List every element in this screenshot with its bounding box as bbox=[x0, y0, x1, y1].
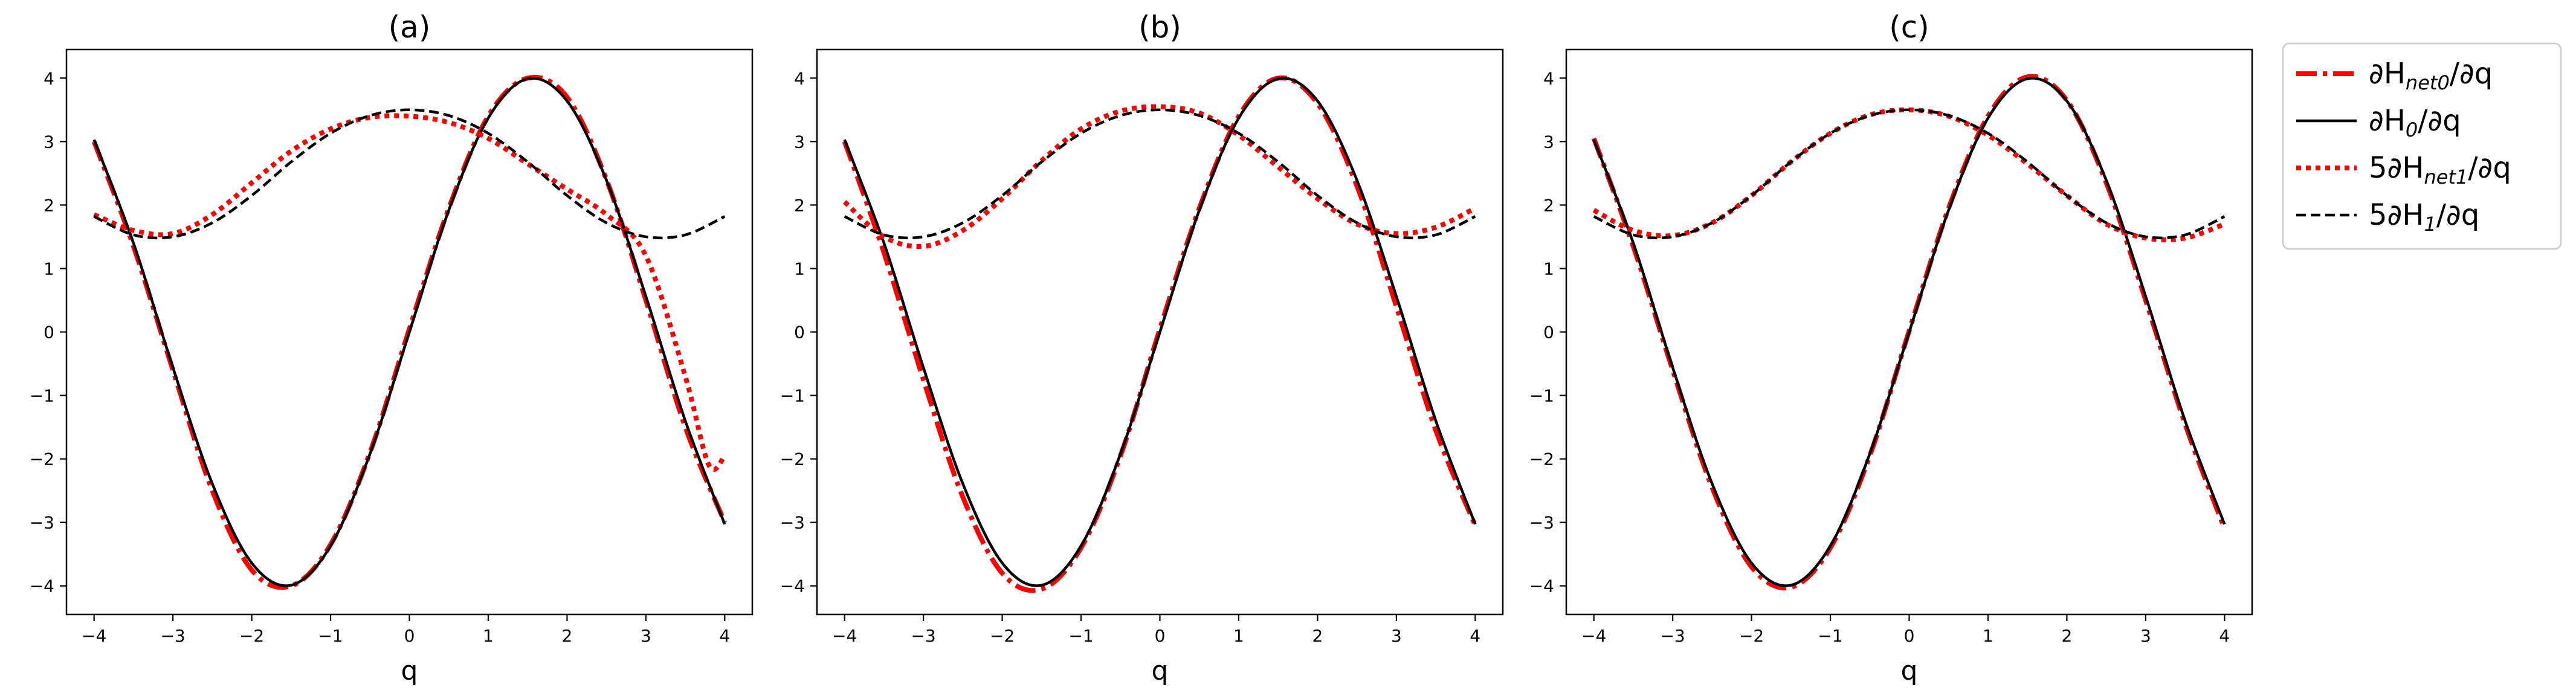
x-tick-label: −1 bbox=[1068, 626, 1093, 646]
y-tick-label: 1 bbox=[44, 259, 54, 279]
y-tick-label: 4 bbox=[794, 68, 805, 88]
y-tick-label: −2 bbox=[780, 449, 805, 469]
x-tick-label: −4 bbox=[82, 626, 106, 646]
chart-title: (c) bbox=[1889, 10, 1929, 45]
y-tick-label: 0 bbox=[44, 323, 54, 343]
x-tick-label: 2 bbox=[2062, 626, 2073, 646]
x-tick-label: −4 bbox=[832, 626, 857, 646]
y-tick-label: −3 bbox=[1529, 513, 1554, 533]
x-tick-label: −3 bbox=[911, 626, 935, 646]
series-line-true1 bbox=[844, 108, 1476, 240]
series-line-net1 bbox=[1592, 107, 2226, 242]
x-tick-label: −2 bbox=[239, 626, 264, 646]
legend: ∂Hnet0/∂q ∂H0/∂q 5∂Hnet1/∂q 5∂H1/∂q bbox=[2282, 42, 2562, 250]
y-tick-label: −1 bbox=[1529, 386, 1554, 406]
x-tick-label: −3 bbox=[160, 626, 185, 646]
chart-title: (a) bbox=[389, 10, 431, 45]
y-tick-label: 3 bbox=[1543, 132, 1554, 152]
x-tick-label: −1 bbox=[1818, 626, 1842, 646]
x-tick-label: 4 bbox=[719, 626, 730, 646]
series-line-true0 bbox=[92, 77, 726, 587]
x-tick-label: 3 bbox=[2140, 626, 2151, 646]
y-tick-label: −4 bbox=[1529, 576, 1554, 596]
x-tick-label: −3 bbox=[1660, 626, 1685, 646]
y-tick-label: 2 bbox=[794, 195, 805, 215]
y-tick-label: −2 bbox=[30, 449, 54, 469]
chart-title: (b) bbox=[1138, 10, 1181, 45]
legend-label-true1: 5∂H1/∂q bbox=[2369, 198, 2479, 236]
x-tick-label: 1 bbox=[1983, 626, 1993, 646]
y-tick-label: 4 bbox=[1543, 68, 1554, 88]
y-tick-label: 0 bbox=[1543, 323, 1554, 343]
y-tick-label: −3 bbox=[780, 513, 805, 533]
series-line-true1 bbox=[1593, 108, 2226, 240]
series-line-true1 bbox=[93, 108, 726, 240]
series-lines bbox=[842, 75, 1478, 593]
y-tick-label: 2 bbox=[44, 195, 54, 215]
x-tick-label: 3 bbox=[641, 626, 651, 646]
x-tick-label: 0 bbox=[404, 626, 415, 646]
x-tick-label: 0 bbox=[1904, 626, 1915, 646]
y-tick-label: 2 bbox=[1543, 195, 1554, 215]
x-axis-label: q bbox=[1152, 656, 1169, 686]
series-lines bbox=[1591, 74, 2227, 590]
x-tick-label: −2 bbox=[990, 626, 1015, 646]
x-tick-label: −1 bbox=[318, 626, 343, 646]
chart-panel: −4 −3 −2 −1 0 1 2 3 4 −4 −3 −2 −1 0 1 2 3 4 (c) q bbox=[1529, 10, 2253, 686]
x-tick-label: 2 bbox=[562, 626, 573, 646]
x-tick-label: 2 bbox=[1312, 626, 1323, 646]
y-tick-label: −2 bbox=[1529, 449, 1554, 469]
series-line-net1 bbox=[842, 104, 1477, 249]
legend-label-true0: ∂H0/∂q bbox=[2369, 104, 2461, 141]
y-tick-label: 4 bbox=[44, 68, 54, 88]
series-line-true0 bbox=[843, 77, 1477, 587]
y-tick-label: −1 bbox=[30, 386, 54, 406]
series-line-net1 bbox=[93, 113, 727, 472]
series-line-net0 bbox=[842, 75, 1478, 593]
y-tick-label: 0 bbox=[794, 323, 805, 343]
y-tick-label: 3 bbox=[794, 132, 805, 152]
legend-label-net0: ∂Hnet0/∂q bbox=[2369, 57, 2493, 94]
series-lines bbox=[91, 74, 728, 590]
x-tick-label: 1 bbox=[1233, 626, 1244, 646]
x-tick-label: −4 bbox=[1581, 626, 1606, 646]
series-line-true0 bbox=[1592, 77, 2226, 587]
x-tick-label: 3 bbox=[1391, 626, 1402, 646]
legend-box bbox=[2282, 42, 2562, 250]
x-axis-label: q bbox=[401, 656, 418, 686]
x-tick-label: 1 bbox=[483, 626, 494, 646]
y-tick-label: 3 bbox=[44, 132, 54, 152]
legend-label-net1: 5∂Hnet1/∂q bbox=[2369, 151, 2511, 188]
y-tick-label: −3 bbox=[30, 513, 54, 533]
y-tick-label: −4 bbox=[30, 576, 54, 596]
y-tick-label: −4 bbox=[780, 576, 805, 596]
y-tick-label: 1 bbox=[794, 259, 805, 279]
y-tick-label: −1 bbox=[780, 386, 805, 406]
chart-panel: −4 −3 −2 −1 0 1 2 3 4 −4 −3 −2 −1 0 1 2 3 4 (b) q bbox=[780, 10, 1504, 686]
x-tick-label: 0 bbox=[1155, 626, 1166, 646]
chart-panel: −4 −3 −2 −1 0 1 2 3 4 −4 −3 −2 −1 0 1 2 3 4 (a) q bbox=[30, 10, 754, 686]
x-tick-label: −2 bbox=[1739, 626, 1764, 646]
y-tick-label: 1 bbox=[1543, 259, 1554, 279]
chart-panels: −4 −3 −2 −1 0 1 2 3 4 −4 −3 −2 −1 0 1 2 3 4 (a) q −4 −3 −2 −1 0 1… bbox=[30, 10, 2253, 686]
x-tick-label: 4 bbox=[1470, 626, 1480, 646]
x-axis-label: q bbox=[1901, 656, 1918, 686]
x-tick-label: 4 bbox=[2219, 626, 2230, 646]
